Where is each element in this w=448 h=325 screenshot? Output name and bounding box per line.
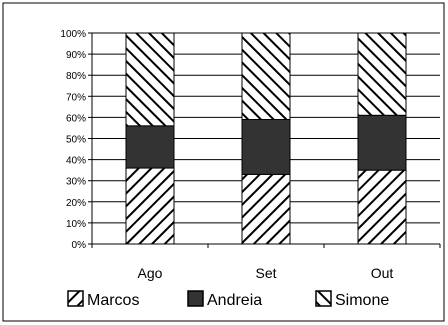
y-tick-label: 100% xyxy=(60,29,86,40)
y-tick-label: 50% xyxy=(66,135,86,146)
legend-swatch-andreia xyxy=(187,290,204,307)
bar-segment-andreia xyxy=(125,125,175,169)
legend-label-andreia: Andreia xyxy=(207,292,262,309)
bar-segment-marcos xyxy=(125,167,175,245)
y-tick-label: 40% xyxy=(66,156,86,167)
x-tick-label: Out xyxy=(371,265,394,281)
y-tick-label: 70% xyxy=(66,92,86,103)
bar-segment-simone xyxy=(241,32,291,121)
y-tick-label: 80% xyxy=(66,71,86,82)
bar-segment-simone xyxy=(125,32,175,127)
legend-swatch-simone xyxy=(315,290,332,307)
y-tick-label: 10% xyxy=(66,219,86,230)
legend-label-simone: Simone xyxy=(335,292,389,309)
y-tick-label: 30% xyxy=(66,177,86,188)
legend-swatch-marcos xyxy=(67,290,84,307)
legend-label-marcos: Marcos xyxy=(87,292,139,309)
y-tick-label: 20% xyxy=(66,198,86,209)
bar-segment-andreia xyxy=(357,114,407,171)
y-tick-label: 90% xyxy=(66,50,86,61)
x-tick-label: Ago xyxy=(138,265,163,281)
x-tick-label: Set xyxy=(255,265,276,281)
bar-segment-andreia xyxy=(241,119,291,175)
bar-segment-marcos xyxy=(357,169,407,245)
bar-segment-marcos xyxy=(241,173,291,245)
y-tick-label: 0% xyxy=(72,240,87,251)
y-tick-label: 60% xyxy=(66,113,86,124)
bar-segment-simone xyxy=(357,32,407,116)
